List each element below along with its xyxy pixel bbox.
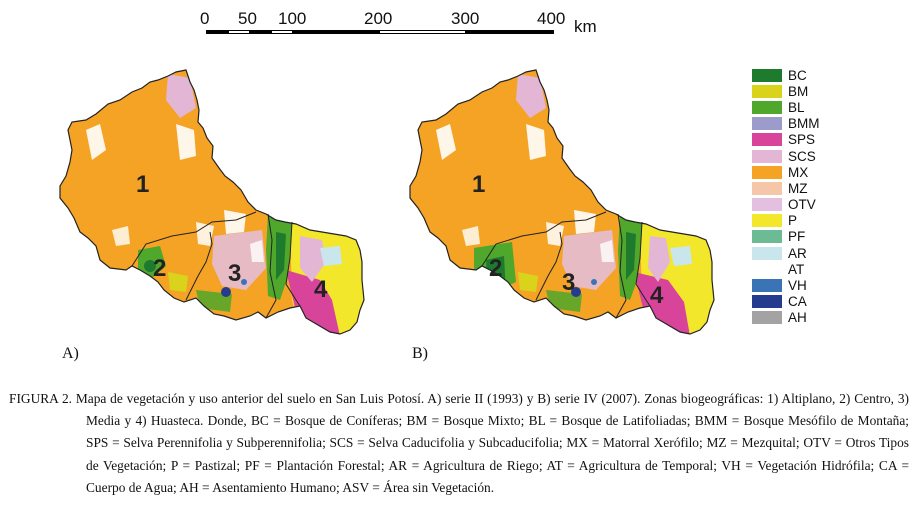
legend-swatch [752,84,782,98]
figure-caption: FIGURA 2. Mapa de vegetación y uso anter… [9,388,909,499]
legend-swatch [752,198,782,212]
legend-item: AR [752,245,820,261]
legend-item: OTV [752,197,820,213]
scale-unit: km [574,17,597,36]
scale-tick-label: 50 [238,9,257,28]
legend-item: MX [752,164,820,180]
legend-code: CA [788,294,807,310]
scale-bar-segment [229,31,249,33]
legend-item: VH [752,277,820,293]
scale-tick-label: 400 [537,9,566,28]
scale-tick-label: 300 [451,9,480,28]
legend-item: BC [752,67,820,83]
legend-code: SPS [788,132,816,148]
zone-label: 1 [136,171,149,198]
scale-bar-segment [380,31,465,33]
legend-swatch [752,262,782,276]
legend-code: PF [788,229,806,245]
map-a: 1 2 3 4 [59,69,365,335]
legend-swatch [752,117,782,131]
legend-code: MZ [788,180,808,196]
legend-item: MZ [752,180,820,196]
scale-tick-label: 0 [200,9,210,28]
legend-item: BL [752,99,820,115]
legend-swatch [752,149,782,163]
legend-code: BM [788,83,809,99]
map-b: 1 2 3 4 [409,69,715,335]
legend-code: AR [788,245,807,261]
legend-code: MX [788,164,809,180]
panel-label-a: A) [62,345,79,362]
legend-swatch [752,100,782,114]
legend-code: BC [788,67,807,83]
legend-swatch [752,246,782,260]
legend-code: OTV [788,197,816,213]
legend-item: AH [752,310,820,326]
caption-text: FIGURA 2. Mapa de vegetación y uso anter… [9,391,909,495]
legend-swatch [752,295,782,309]
legend-code: SCS [788,148,816,164]
scale-tick-label: 100 [278,9,307,28]
map-legend: BC BM BL BMM SPS SCS MX MZ OTV P PF AR AT VH CA AH [752,67,820,326]
zone-label: 2 [489,255,502,282]
legend-swatch [752,279,782,293]
zone-label: 1 [472,171,485,198]
legend-swatch [752,68,782,82]
zone-label: 2 [153,255,166,282]
scale-tick-label: 200 [364,9,393,28]
legend-code: AH [788,310,807,326]
legend-swatch [752,311,782,325]
legend-code: VH [788,278,807,294]
legend-item: SPS [752,132,820,148]
scale-bar-segment [272,31,292,33]
zone-label: 4 [650,282,664,309]
legend-item: BMM [752,116,820,132]
legend-item: AT [752,261,820,277]
legend-item: SCS [752,148,820,164]
legend-code: P [788,213,798,229]
legend-swatch [752,181,782,195]
legend-swatch [752,214,782,228]
vegetation-maps: 1 2 3 4 [59,69,715,335]
legend-item: BM [752,83,820,99]
zone-label: 4 [314,276,328,303]
legend-swatch [752,133,782,147]
legend-item: PF [752,229,820,245]
legend-swatch [752,230,782,244]
legend-swatch [752,165,782,179]
legend-item: P [752,213,820,229]
legend-code: BL [788,99,805,115]
legend-code: BMM [788,116,820,132]
zone-label: 3 [228,260,241,287]
panel-label-b: B) [412,345,428,362]
legend-code: AT [788,261,805,277]
legend-item: CA [752,294,820,310]
zone-label: 3 [562,269,575,296]
